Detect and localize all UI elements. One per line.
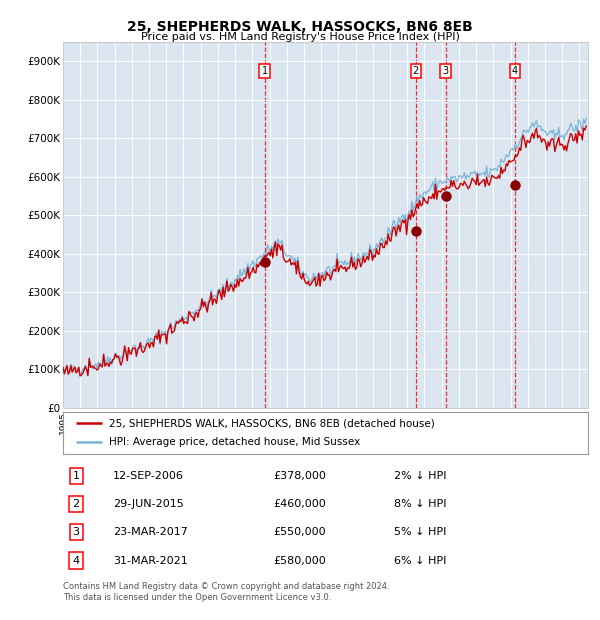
Text: £378,000: £378,000 (273, 471, 326, 480)
Text: HPI: Average price, detached house, Mid Sussex: HPI: Average price, detached house, Mid … (109, 438, 361, 448)
Text: 25, SHEPHERDS WALK, HASSOCKS, BN6 8EB (detached house): 25, SHEPHERDS WALK, HASSOCKS, BN6 8EB (d… (109, 418, 435, 428)
Text: 2% ↓ HPI: 2% ↓ HPI (394, 471, 446, 480)
Text: £550,000: £550,000 (273, 528, 326, 538)
Text: 31-MAR-2021: 31-MAR-2021 (113, 556, 188, 565)
Text: £460,000: £460,000 (273, 499, 326, 509)
Text: 2: 2 (413, 66, 419, 76)
Text: 29-JUN-2015: 29-JUN-2015 (113, 499, 184, 509)
Text: This data is licensed under the Open Government Licence v3.0.: This data is licensed under the Open Gov… (63, 593, 331, 602)
Text: Contains HM Land Registry data © Crown copyright and database right 2024.: Contains HM Land Registry data © Crown c… (63, 582, 389, 591)
Text: 1: 1 (73, 471, 80, 480)
Text: 1: 1 (262, 66, 268, 76)
Text: 25, SHEPHERDS WALK, HASSOCKS, BN6 8EB: 25, SHEPHERDS WALK, HASSOCKS, BN6 8EB (127, 20, 473, 34)
Text: 2: 2 (73, 499, 80, 509)
Text: 4: 4 (512, 66, 518, 76)
Text: 6% ↓ HPI: 6% ↓ HPI (394, 556, 446, 565)
Text: 23-MAR-2017: 23-MAR-2017 (113, 528, 188, 538)
Text: 8% ↓ HPI: 8% ↓ HPI (394, 499, 446, 509)
Text: 3: 3 (73, 528, 80, 538)
Text: £580,000: £580,000 (273, 556, 326, 565)
Text: 4: 4 (73, 556, 80, 565)
Text: Price paid vs. HM Land Registry's House Price Index (HPI): Price paid vs. HM Land Registry's House … (140, 32, 460, 42)
Text: 12-SEP-2006: 12-SEP-2006 (113, 471, 184, 480)
Text: 3: 3 (443, 66, 449, 76)
Text: 5% ↓ HPI: 5% ↓ HPI (394, 528, 446, 538)
